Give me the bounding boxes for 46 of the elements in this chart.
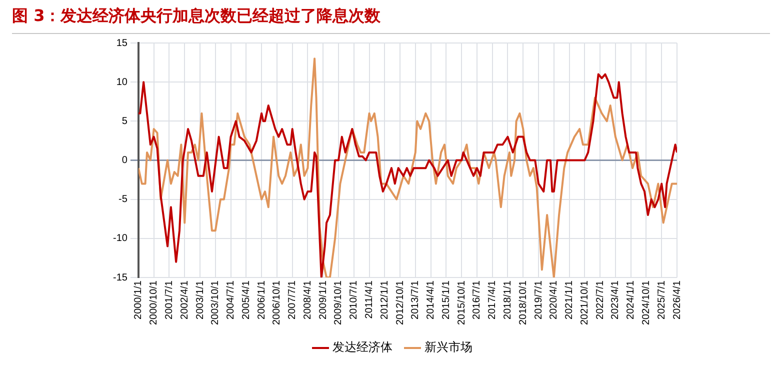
x-tick-label: 2012/10/1 <box>394 280 406 326</box>
x-tick-label: 2006/10/1 <box>272 280 283 326</box>
x-tick-label: 2012/1/1 <box>379 280 390 320</box>
x-tick-label: 2003/1/1 <box>194 280 206 320</box>
x-tick-label: 2011/4/1 <box>364 280 376 319</box>
x-tick-label: 2018/1/1 <box>502 280 514 320</box>
x-tick-label: 2021/10/1 <box>579 280 590 326</box>
y-tick-label: -5 <box>118 194 128 206</box>
y-tick-label: 10 <box>116 76 128 88</box>
x-tick-label: 2021/1/1 <box>564 280 576 320</box>
x-tick-label: 2008/4/1 <box>302 280 314 320</box>
x-tick-label: 2014/4/1 <box>426 280 437 320</box>
y-tick-label: -15 <box>113 272 128 284</box>
x-tick-label: 2001/7/1 <box>164 280 175 320</box>
x-tick-label: 2005/4/1 <box>240 280 252 320</box>
x-tick-label: 2000/10/1 <box>148 280 160 326</box>
x-tick-label: 2015/10/1 <box>456 280 468 326</box>
x-tick-label: 2015/1/1 <box>440 280 452 320</box>
x-tick-label: 2013/7/1 <box>410 280 422 320</box>
y-tick-label: 0 <box>122 155 128 166</box>
x-tick-label: 2002/4/1 <box>179 280 190 320</box>
x-tick-label: 2003/10/1 <box>210 280 222 326</box>
x-tick-label: 2007/7/1 <box>287 280 298 320</box>
y-tick-label: 5 <box>122 116 128 127</box>
y-tick-label: -10 <box>113 233 128 244</box>
x-tick-label: 2000/1/1 <box>133 280 144 320</box>
x-tick-label: 2016/7/1 <box>472 280 483 320</box>
x-tick-label: 2018/10/1 <box>518 280 529 326</box>
legend-label: 新兴市场 <box>424 340 472 354</box>
x-tick-label: 2020/4/1 <box>548 280 560 320</box>
x-tick-label: 2006/1/1 <box>256 280 268 320</box>
x-tick-label: 2023/4/1 <box>610 280 622 320</box>
x-tick-label: 2004/7/1 <box>226 280 237 320</box>
x-tick-label: 2025/7/1 <box>656 280 668 320</box>
x-tick-label: 2009/1/1 <box>318 280 329 320</box>
x-tick-label: 2017/4/1 <box>487 280 498 320</box>
x-tick-label: 2024/10/1 <box>640 280 652 326</box>
y-tick-label: 15 <box>116 38 128 49</box>
legend-label: 发达经济体 <box>332 340 392 354</box>
x-tick-label: 2026/4/1 <box>672 280 683 320</box>
x-tick-label: 2024/1/1 <box>626 280 637 320</box>
x-tick-label: 2022/7/1 <box>594 280 606 320</box>
chart-title: 图 3：发达经济体央行加息次数已经超过了降息次数 <box>12 6 770 34</box>
x-tick-label: 2010/7/1 <box>348 280 360 320</box>
x-tick-label: 2019/7/1 <box>533 280 544 320</box>
x-tick-label: 2009/10/1 <box>333 280 344 326</box>
